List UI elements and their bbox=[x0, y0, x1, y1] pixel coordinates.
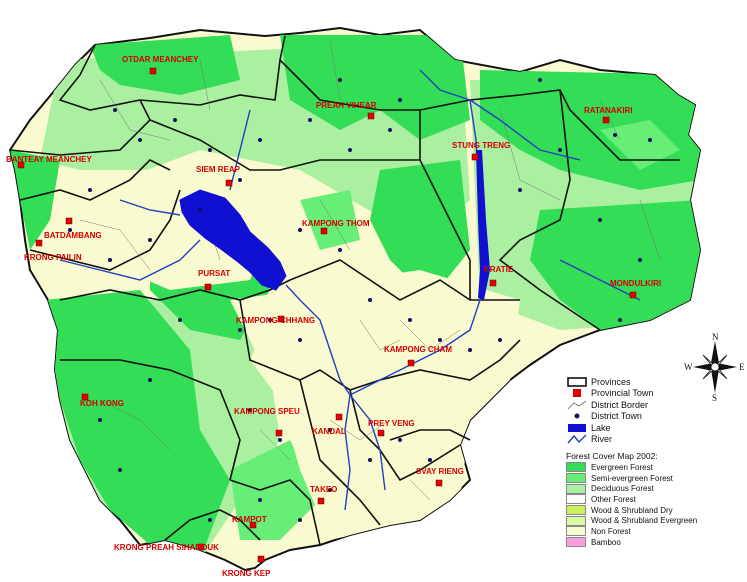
province-box-icon bbox=[566, 377, 588, 387]
blue-dot-icon bbox=[566, 411, 588, 421]
compass-star-icon bbox=[693, 341, 737, 393]
forest-label: Non Forest bbox=[591, 526, 631, 536]
province-label: KRONG PREAH SIHANOUK bbox=[114, 543, 219, 552]
province-label: KRONG PAILIN bbox=[24, 253, 82, 262]
compass-n: N bbox=[712, 332, 719, 342]
legend-label: Lake bbox=[591, 422, 611, 433]
forest-label: Evergreen Forest bbox=[591, 462, 653, 472]
legend-item-lake: Lake bbox=[566, 422, 744, 434]
forest-item-bamboo: Bamboo bbox=[566, 537, 744, 548]
forest-item-wood-dry: Wood & Shrubland Dry bbox=[566, 505, 744, 516]
province-label: KAMPONG THOM bbox=[302, 219, 370, 228]
province-label: KRATIE bbox=[484, 265, 514, 274]
province-label: KANDAL bbox=[312, 427, 346, 436]
compass-w: W bbox=[684, 362, 693, 372]
province-label: STUNG TRENG bbox=[452, 141, 510, 150]
province-borders bbox=[9, 35, 680, 546]
legend-label: District Border bbox=[591, 399, 649, 410]
mekong-channel bbox=[476, 150, 490, 300]
legend-item-provincial-town: Provincial Town bbox=[566, 388, 744, 400]
forest-swatch bbox=[566, 515, 586, 526]
forest-swatch bbox=[566, 526, 586, 537]
forest-label: Other Forest bbox=[591, 494, 636, 504]
compass-e: E bbox=[739, 362, 745, 372]
province-label: KAMPONG CHHANG bbox=[236, 316, 315, 325]
legend-item-district-town: District Town bbox=[566, 411, 744, 423]
province-label: BANTEAY MEANCHEY bbox=[6, 155, 92, 164]
legend-item-district-border: District Border bbox=[566, 399, 744, 411]
province-labels: OTDAR MEANCHEY PREAH VIHEAR RATANAKIRI B… bbox=[6, 55, 661, 578]
forest-swatch bbox=[566, 462, 586, 473]
forest-swatch bbox=[566, 494, 586, 505]
province-label: KAMPOT bbox=[232, 515, 267, 524]
forest-item-non-forest: Non Forest bbox=[566, 526, 744, 537]
province-label: KAMPONG CHAM bbox=[384, 345, 452, 354]
legend-label: Provincial Town bbox=[591, 388, 654, 399]
forest-label: Bamboo bbox=[591, 537, 621, 547]
forest-label: Wood & Shrubland Evergreen bbox=[591, 516, 698, 526]
forest-swatch bbox=[566, 505, 586, 516]
forest-legend-title: Forest Cover Map 2002: bbox=[566, 451, 658, 461]
province-label: OTDAR MEANCHEY bbox=[122, 55, 199, 64]
province-label: RATANAKIRI bbox=[584, 106, 633, 115]
forest-cover bbox=[10, 28, 700, 560]
province-label: BATDAMBANG bbox=[44, 231, 102, 240]
lake-icon bbox=[566, 423, 588, 433]
compass-rose: N S W E bbox=[684, 332, 745, 401]
district-border-icon bbox=[566, 400, 588, 410]
province-label: MONDULKIRI bbox=[610, 279, 661, 288]
red-square-icon bbox=[566, 388, 588, 398]
forest-label: Wood & Shrubland Dry bbox=[591, 505, 673, 515]
province-label: KOH KONG bbox=[80, 399, 124, 408]
rivers bbox=[59, 69, 641, 511]
legend-label: District Town bbox=[591, 411, 642, 422]
tonle-sap-lake bbox=[179, 189, 287, 291]
forest-label: Deciduous Forest bbox=[591, 484, 654, 494]
forest-item-wood-evergreen: Wood & Shrubland Evergreen bbox=[566, 515, 744, 526]
forest-swatch bbox=[566, 537, 586, 548]
province-label: TAKEO bbox=[310, 485, 337, 494]
forest-item-evergreen: Evergreen Forest bbox=[566, 462, 744, 473]
district-towns bbox=[68, 78, 652, 522]
province-label: KRONG KEP bbox=[222, 569, 271, 578]
forest-item-other: Other Forest bbox=[566, 494, 744, 505]
forest-item-semi-evergreen: Semi-evergreen Forest bbox=[566, 473, 744, 484]
river-icon bbox=[566, 434, 588, 444]
forest-label: Semi-evergreen Forest bbox=[591, 473, 673, 483]
forest-swatch bbox=[566, 473, 586, 484]
forest-swatch bbox=[566, 483, 586, 494]
provincial-towns bbox=[17, 67, 637, 563]
province-label: SIEM REAP bbox=[196, 165, 241, 174]
forest-item-deciduous: Deciduous Forest bbox=[566, 483, 744, 494]
map-legend: Provinces Provincial Town District Borde… bbox=[566, 376, 744, 548]
legend-label: River bbox=[591, 434, 613, 445]
province-label: PREY VENG bbox=[368, 419, 415, 428]
legend-item-provinces: Provinces bbox=[566, 376, 744, 388]
legend-label: Provinces bbox=[591, 376, 631, 387]
legend-item-river: River bbox=[566, 434, 744, 446]
compass-s: S bbox=[712, 393, 717, 401]
province-label: SVAY RIENG bbox=[416, 467, 464, 476]
province-label: PREAH VIHEAR bbox=[316, 101, 377, 110]
province-label: PURSAT bbox=[198, 269, 230, 278]
province-label: KAMPONG SPEU bbox=[234, 407, 300, 416]
